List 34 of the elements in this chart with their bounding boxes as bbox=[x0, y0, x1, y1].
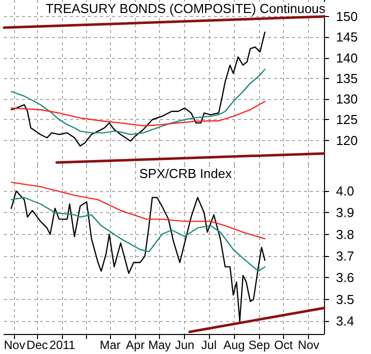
x-tick-label: Aug bbox=[223, 338, 245, 352]
x-tick-label: Sep bbox=[248, 338, 270, 352]
chart-title: SPX/CRB Index bbox=[139, 166, 232, 181]
y-tick-label: 130 bbox=[336, 92, 358, 106]
y-tick-label: 140 bbox=[336, 50, 358, 66]
y-tick-label: 3.4 bbox=[336, 314, 354, 328]
x-tick-label: Apr bbox=[126, 338, 145, 352]
x-tick-label: 2011 bbox=[49, 338, 76, 352]
y-tick-label: 3.9 bbox=[336, 205, 354, 220]
x-tick-label: Mar bbox=[100, 338, 120, 352]
y-tick-label: 145 bbox=[336, 30, 358, 45]
line-series bbox=[10, 182, 266, 240]
x-tick-label: Nov bbox=[4, 338, 26, 352]
y-tick-label: 150 bbox=[336, 9, 358, 24]
y-tick-label: 3.7 bbox=[336, 248, 354, 264]
y-tick-label: 125 bbox=[336, 112, 358, 128]
x-tick-label: May bbox=[148, 338, 171, 352]
line-series bbox=[10, 32, 266, 147]
y-tick-label: 3.5 bbox=[336, 292, 354, 307]
line-series bbox=[10, 100, 266, 126]
chart-title: TREASURY BONDS (COMPOSITE) Continuous bbox=[46, 1, 326, 16]
line-series bbox=[10, 190, 266, 322]
x-tick-label: Jun bbox=[174, 338, 194, 352]
y-tick-label: 135 bbox=[336, 70, 358, 86]
line-series bbox=[10, 196, 266, 272]
y-tick-label: 120 bbox=[336, 132, 358, 148]
y-tick-label: 3.6 bbox=[336, 270, 354, 286]
y-tick-label: 3.8 bbox=[336, 226, 354, 242]
x-tick-label: Jul bbox=[201, 338, 217, 352]
line-series bbox=[10, 68, 266, 136]
x-tick-label: Dec bbox=[26, 338, 48, 352]
y-tick-label: 4.0 bbox=[336, 184, 354, 198]
x-tick-label: Oct bbox=[274, 338, 294, 352]
x-tick-label: Nov bbox=[298, 338, 320, 352]
